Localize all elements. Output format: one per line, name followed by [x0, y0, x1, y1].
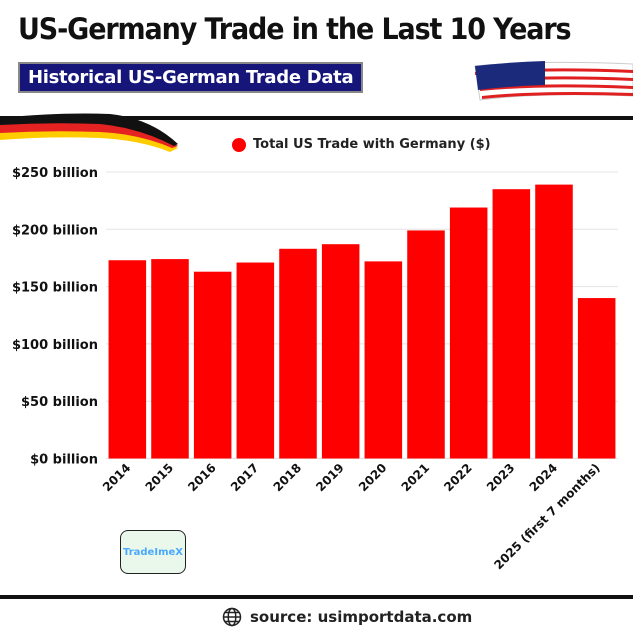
bar-2019	[321, 244, 360, 459]
x-tick-label: 2021	[399, 461, 433, 495]
x-tick-label: 2020	[356, 461, 390, 495]
page-subtitle: Historical US-German Trade Data	[18, 62, 364, 93]
tradeimex-logo: TradeImeX	[120, 530, 186, 574]
y-tick-label: $50 billion	[21, 395, 98, 410]
y-tick-label: $150 billion	[12, 281, 98, 296]
x-tick-label: 2016	[185, 461, 219, 495]
bar-2022	[449, 207, 488, 459]
x-tick-label: 2023	[484, 461, 518, 495]
bar-2015	[151, 259, 189, 459]
page-title: US-Germany Trade in the Last 10 Years	[18, 12, 572, 46]
x-tick-label: 2024	[527, 461, 561, 495]
x-tick-label: 2022	[441, 461, 475, 495]
bar-2025	[577, 298, 616, 459]
footer-source: source: usimportdata.com	[222, 607, 472, 627]
bar-2014	[108, 260, 147, 459]
globe-icon	[222, 607, 242, 627]
bar-2018	[279, 248, 317, 459]
logo-text: TradeImeX	[123, 546, 183, 558]
x-tick-label: 2017	[228, 461, 262, 495]
y-tick-label: $250 billion	[12, 166, 98, 181]
germany-flag-ribbon	[0, 113, 178, 152]
source-text: source: usimportdata.com	[250, 608, 473, 626]
bar-2020	[364, 261, 403, 459]
y-tick-label: $0 billion	[30, 453, 98, 468]
x-tick-label: 2018	[271, 461, 305, 495]
chart-legend: Total US Trade with Germany ($)	[232, 137, 491, 152]
y-tick-label: $100 billion	[12, 338, 98, 353]
bar-2024	[535, 184, 573, 459]
bottom-divider	[0, 595, 633, 599]
legend-label: Total US Trade with Germany ($)	[253, 137, 491, 152]
us-flag-ribbon	[474, 61, 633, 101]
bar-2023	[492, 189, 531, 459]
legend-marker	[232, 137, 246, 152]
bar-2017	[236, 262, 275, 459]
x-tick-label: 2014	[100, 461, 134, 495]
bar-2016	[193, 271, 232, 459]
x-tick-label: 2015	[143, 461, 177, 495]
top-divider	[0, 116, 633, 120]
bar-2021	[407, 230, 445, 459]
x-tick-label: 2019	[313, 461, 347, 495]
y-tick-label: $200 billion	[12, 223, 98, 238]
